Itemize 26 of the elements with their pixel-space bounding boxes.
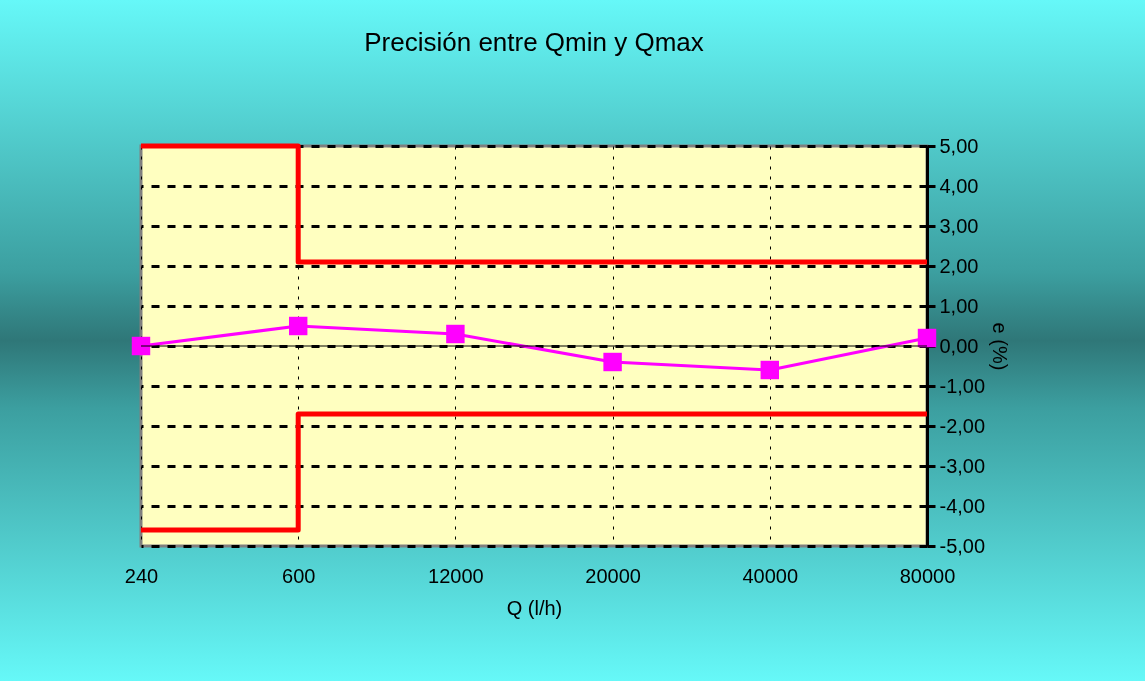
x-axis-title: Q (l/h) — [506, 596, 563, 619]
y-tick-label: 1,00 — [939, 294, 979, 317]
y-tick-label: -4,00 — [939, 494, 986, 517]
chart-title: Precisión entre Qmin y Qmax — [364, 27, 704, 57]
point — [917, 328, 937, 348]
y-tick-label: 2,00 — [939, 254, 979, 277]
point — [760, 360, 780, 380]
y-tick-label: -3,00 — [939, 454, 986, 477]
x-tick-label: 600 — [282, 564, 316, 587]
point — [288, 316, 308, 336]
x-tick-label: 40000 — [742, 564, 799, 587]
y-tick-label: -2,00 — [939, 414, 986, 437]
x-tick-label: 12000 — [428, 564, 484, 587]
x-tick-label: 240 — [124, 564, 159, 587]
y-axis-title: e (%) — [989, 322, 1012, 371]
x-tick-label: 80000 — [899, 564, 956, 587]
y-tick-label: 4,00 — [939, 174, 979, 197]
point — [446, 324, 465, 344]
x-tick-label: 20000 — [585, 564, 641, 587]
y-tick-label: 3,00 — [939, 214, 979, 237]
point — [131, 336, 151, 356]
point — [603, 352, 622, 372]
y-tick-label: -1,00 — [939, 374, 986, 397]
y-tick-label: -5,00 — [939, 534, 986, 557]
y-tick-label: 5,00 — [939, 134, 979, 157]
y-tick-label: 0,00 — [939, 334, 979, 357]
